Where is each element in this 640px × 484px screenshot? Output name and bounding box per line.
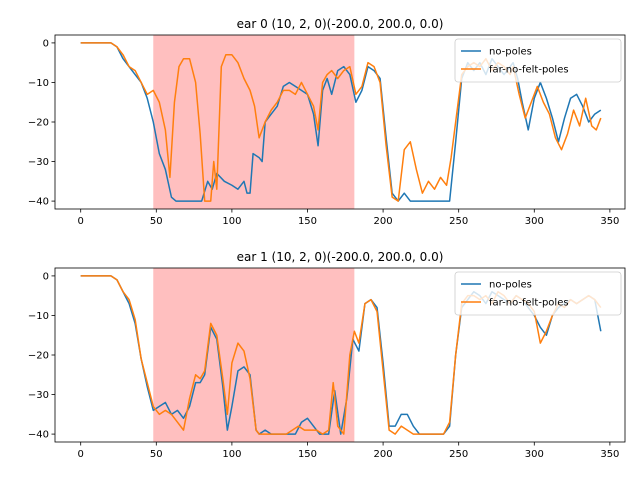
y-tick-label: −10	[28, 78, 49, 89]
y-tick-label: −30	[28, 157, 49, 168]
legend-box	[454, 38, 622, 83]
y-tick-label: −20	[28, 351, 49, 362]
y-tick-label: −40	[28, 430, 49, 441]
x-tick-label: 350	[600, 449, 619, 460]
chart-title: ear 0 (10, 2, 0)(-200.0, 200.0, 0.0)	[237, 17, 444, 31]
shaded-region	[153, 35, 355, 209]
legend-box	[454, 271, 622, 316]
y-tick-label: −20	[28, 118, 49, 129]
x-tick-label: 50	[150, 216, 163, 227]
ear-0-panel: 0 50 100 150 200 250 300 350 0 −10 −20 −30 −40 ear 0 …	[28, 17, 626, 227]
x-tick-label: 0	[78, 216, 84, 227]
y-tick-label: −30	[28, 390, 49, 401]
x-tick-label: 150	[298, 449, 317, 460]
x-tick-label: 100	[222, 449, 241, 460]
legend-label: far-no-felt-poles	[489, 298, 569, 309]
x-tick-label: 300	[525, 449, 544, 460]
x-tick-label: 100	[222, 216, 241, 227]
ear-1-panel: 0 50 100 150 200 250 300 350 0 −10 −20 −30 −40 ear 1 …	[28, 250, 626, 460]
x-tick-label: 350	[600, 216, 619, 227]
y-tick-label: −40	[28, 197, 49, 208]
y-tick-label: 0	[43, 38, 49, 49]
legend: no-poles far-no-felt-poles	[454, 271, 622, 316]
x-tick-label: 0	[78, 449, 84, 460]
legend-label: far-no-felt-poles	[489, 65, 569, 76]
x-tick-label: 200	[374, 216, 393, 227]
legend: no-poles far-no-felt-poles	[454, 38, 622, 83]
y-tick-label: −10	[28, 311, 49, 322]
x-tick-label: 250	[449, 449, 468, 460]
x-tick-label: 150	[298, 216, 317, 227]
x-tick-label: 200	[374, 449, 393, 460]
y-tick-label: 0	[43, 271, 49, 282]
x-tick-label: 300	[525, 216, 544, 227]
x-tick-label: 50	[150, 449, 163, 460]
chart-title: ear 1 (10, 2, 0)(-200.0, 200.0, 0.0)	[237, 250, 444, 264]
legend-label: no-poles	[489, 47, 532, 58]
legend-label: no-poles	[489, 280, 532, 291]
x-tick-label: 250	[449, 216, 468, 227]
